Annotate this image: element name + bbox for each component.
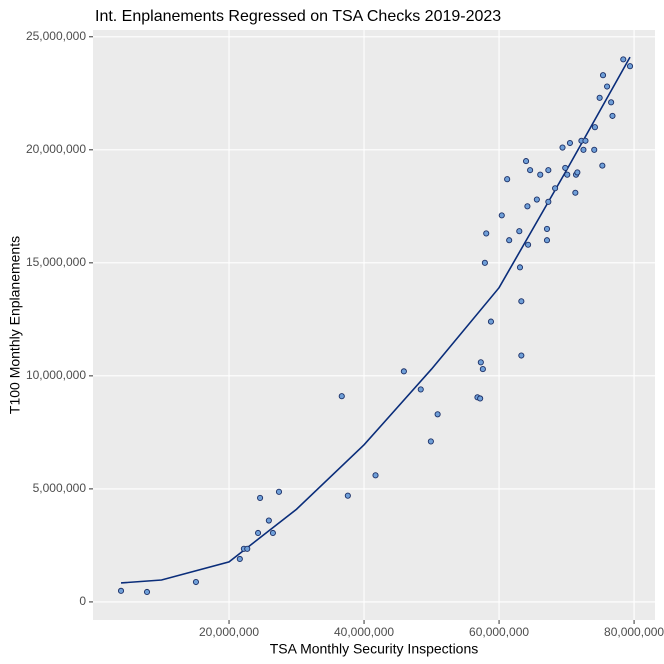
y-tick-label: 25,000,000	[26, 29, 86, 43]
point	[192, 578, 199, 586]
point	[427, 438, 434, 445]
point	[117, 587, 125, 594]
point	[143, 588, 151, 596]
point	[344, 492, 351, 499]
point	[543, 225, 551, 232]
point	[591, 146, 598, 153]
point	[543, 237, 551, 244]
point	[417, 386, 424, 393]
point	[516, 228, 523, 235]
y-tick-label: 20,000,000	[26, 142, 86, 156]
y-tick-label: 0	[79, 594, 86, 608]
point	[525, 241, 532, 248]
point	[506, 237, 513, 244]
point	[582, 137, 589, 144]
point	[609, 112, 616, 119]
point	[537, 171, 544, 178]
point	[545, 198, 552, 205]
point	[504, 176, 511, 183]
x-axis-title: TSA Monthly Security Inspections	[270, 641, 479, 657]
y-tick-label: 15,000,000	[26, 255, 86, 269]
point	[269, 529, 276, 537]
point	[599, 162, 606, 169]
point	[533, 196, 540, 203]
x-tick-label: 60,000,000	[469, 625, 529, 639]
point	[527, 167, 534, 174]
point	[626, 63, 634, 70]
point	[608, 99, 615, 106]
point	[481, 259, 488, 266]
point	[483, 230, 490, 237]
point	[498, 212, 505, 219]
plot-panel	[93, 30, 655, 620]
point	[244, 545, 251, 552]
point	[477, 395, 484, 402]
y-tick-label: 10,000,000	[26, 368, 86, 382]
point	[265, 517, 272, 524]
x-tick-label: 20,000,000	[199, 625, 259, 639]
point	[562, 164, 569, 171]
point	[604, 83, 611, 90]
point	[580, 146, 587, 153]
point	[516, 264, 524, 271]
x-tick-label: 80,000,000	[604, 625, 664, 639]
point	[275, 488, 283, 495]
point	[255, 529, 262, 537]
point	[523, 158, 530, 165]
point	[572, 189, 579, 196]
point	[524, 203, 531, 210]
point	[400, 368, 407, 375]
point	[479, 366, 486, 373]
point	[596, 94, 603, 101]
point	[552, 185, 559, 192]
point	[372, 472, 379, 479]
point	[518, 352, 525, 359]
point	[591, 124, 598, 131]
y-tick-label: 5,000,000	[33, 481, 87, 495]
point	[559, 144, 566, 151]
point	[487, 318, 495, 325]
y-axis-title: T100 Monthly Enplanements	[7, 236, 23, 414]
point	[574, 169, 581, 176]
chart-title: Int. Enplanements Regressed on TSA Check…	[95, 8, 501, 25]
point	[434, 411, 441, 418]
fit-line	[120, 56, 631, 584]
point	[545, 167, 552, 174]
point	[518, 298, 525, 305]
x-tick-label: 40,000,000	[334, 625, 394, 639]
point	[599, 72, 607, 79]
point	[477, 359, 484, 366]
point	[257, 494, 264, 501]
point	[338, 393, 345, 400]
point	[236, 555, 243, 563]
point	[564, 171, 571, 178]
point	[620, 56, 627, 63]
point	[566, 139, 573, 147]
